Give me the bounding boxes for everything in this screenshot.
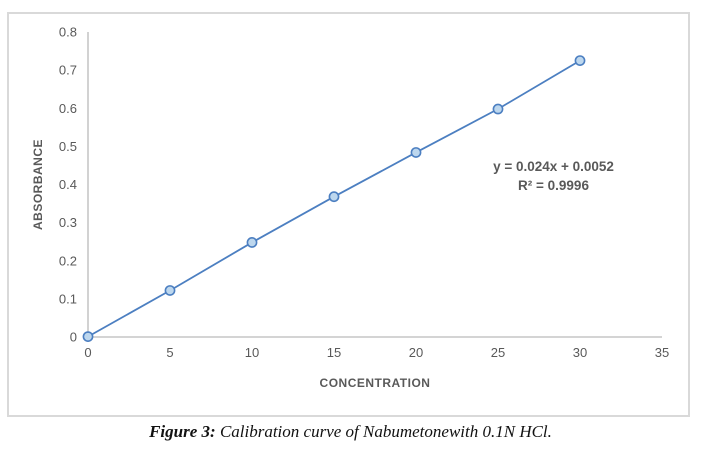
y-tick-label: 0.8	[59, 25, 77, 40]
y-tick-label: 0	[70, 330, 77, 345]
y-tick-label: 0.5	[59, 139, 77, 154]
x-tick-label: 15	[327, 345, 341, 360]
y-tick-label: 0.4	[59, 177, 77, 192]
trendline-equation: y = 0.024x + 0.0052 R² = 0.9996	[446, 157, 661, 195]
data-point-marker	[328, 191, 340, 203]
data-point-marker	[492, 103, 504, 115]
y-tick-label: 0.3	[59, 215, 77, 230]
x-tick-label: 20	[409, 345, 423, 360]
x-tick-label: 5	[166, 345, 173, 360]
data-point-marker	[246, 237, 258, 248]
x-tick-label: 30	[573, 345, 587, 360]
y-tick-label: 0.6	[59, 101, 77, 116]
r-squared-text: R² = 0.9996	[518, 178, 589, 193]
figure-caption: Figure 3: Calibration curve of Nabumeton…	[0, 422, 701, 442]
calibration-chart-svg: 0 5 10 15 20 25 30 35 0 0.1 0.2 0.3 0.4 0.5 0.6 0.7 0.8 C…	[31, 25, 669, 391]
data-point-marker	[164, 285, 176, 296]
figure-caption-label: Figure 3:	[149, 422, 216, 441]
figure-caption-text: Calibration curve of Nabumetonewith 0.1N…	[215, 422, 552, 441]
y-tick-label: 0.7	[59, 63, 77, 78]
data-point-marker	[82, 331, 94, 343]
x-axis-title: CONCENTRATION	[320, 376, 431, 390]
x-tick-label: 25	[491, 345, 505, 360]
x-tick-label: 10	[245, 345, 259, 360]
x-tick-label: 35	[655, 345, 669, 360]
data-point-marker	[410, 147, 422, 158]
y-tick-label: 0.1	[59, 291, 77, 306]
equation-text: y = 0.024x + 0.0052	[493, 159, 614, 174]
chart-area: 0 5 10 15 20 25 30 35 0 0.1 0.2 0.3 0.4 0.5 0.6 0.7 0.8 C…	[7, 12, 690, 417]
data-point-marker	[574, 55, 586, 66]
y-tick-label: 0.2	[59, 253, 77, 268]
y-axis-title: ABSORBANCE	[31, 139, 45, 230]
x-tick-label: 0	[84, 345, 91, 360]
